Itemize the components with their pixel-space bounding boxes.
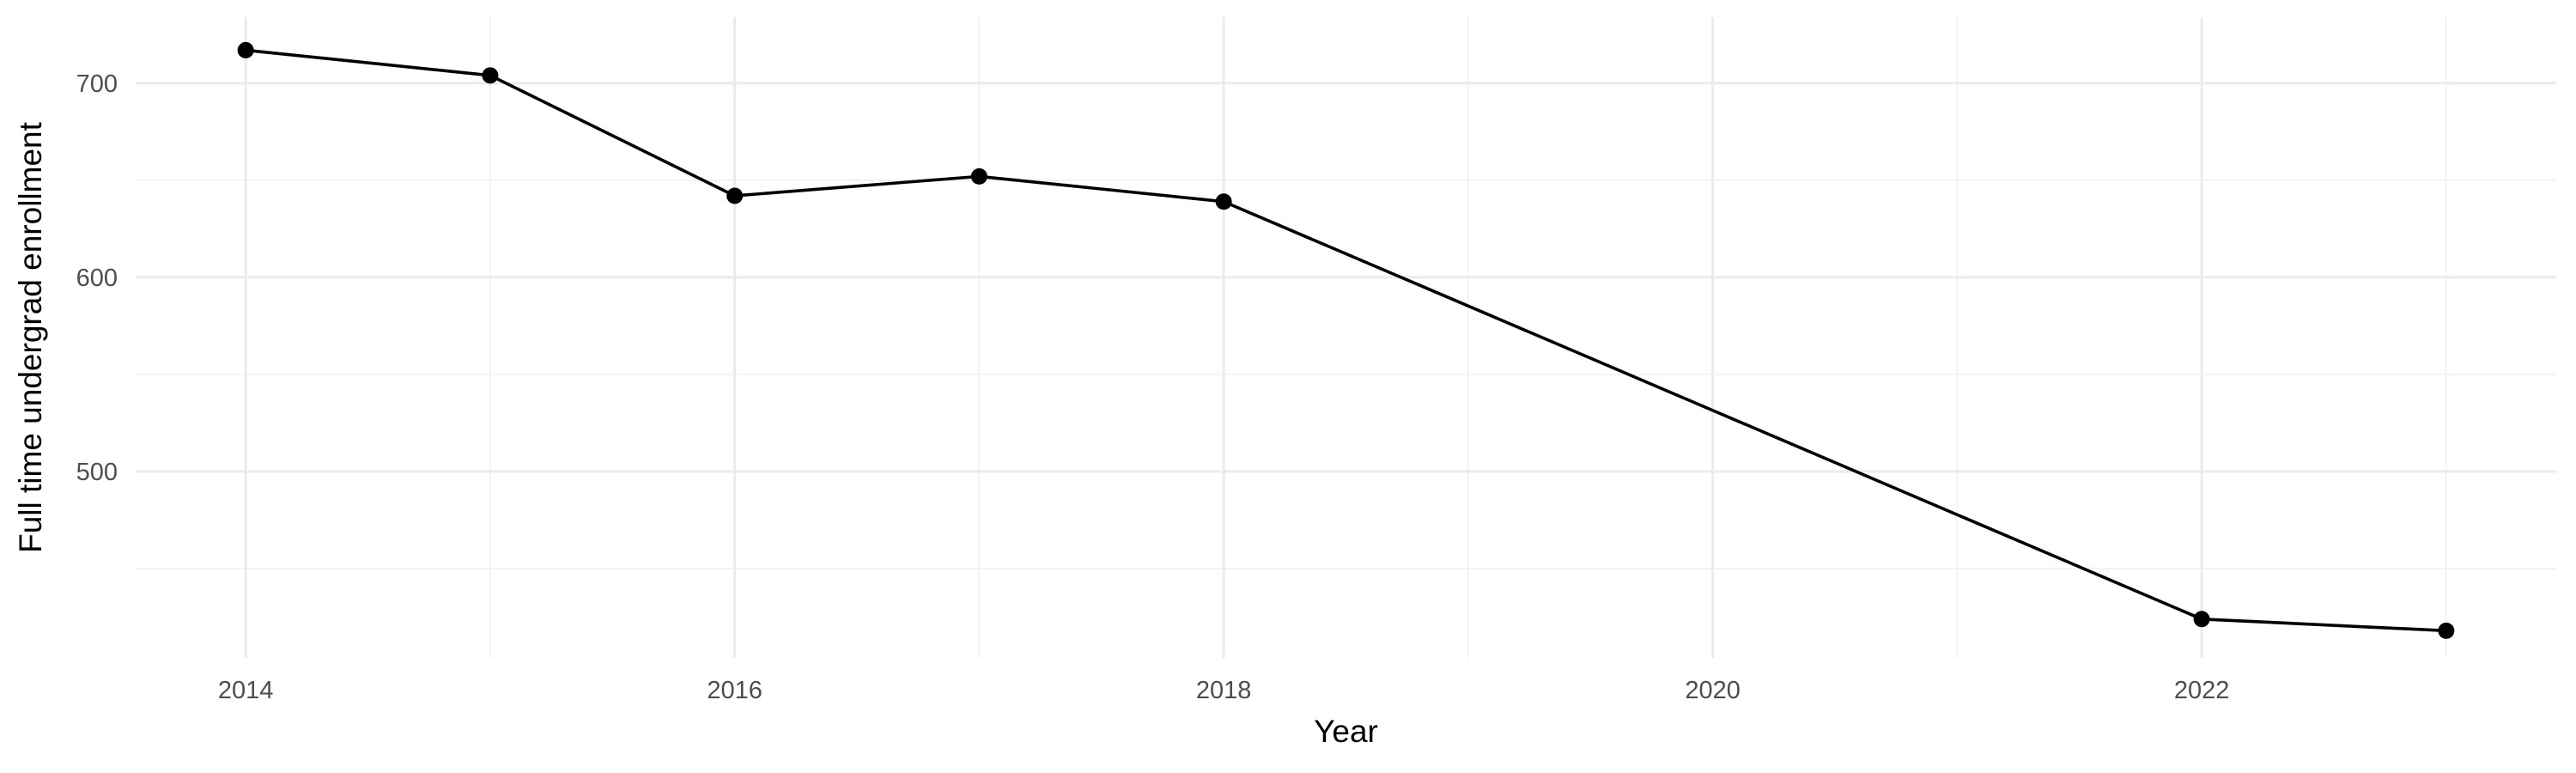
- data-point-2018: [1215, 193, 1232, 210]
- major-gridlines-layer: [136, 17, 2556, 658]
- y-axis-title: Full time undergrad enrollment: [13, 121, 48, 553]
- data-point-2014: [237, 41, 254, 58]
- x-tick-label: 2014: [218, 677, 274, 704]
- data-point-2015: [482, 67, 499, 84]
- data-point-2016: [726, 187, 744, 204]
- data-point-2017: [970, 167, 987, 185]
- tick-labels-layer: 2014 2016 2018 2020 2022 500 600 700: [76, 70, 2230, 704]
- y-tick-label: 600: [76, 265, 118, 292]
- x-tick-label: 2022: [2174, 677, 2230, 704]
- y-tick-label: 700: [76, 70, 118, 98]
- x-tick-label: 2018: [1196, 677, 1252, 704]
- minor-gridlines-layer: [136, 17, 2556, 658]
- x-tick-label: 2020: [1685, 677, 1741, 704]
- data-point-2022: [2193, 611, 2210, 628]
- enrollment-line: [244, 48, 2448, 633]
- y-tick-label: 500: [76, 459, 118, 486]
- data-point-2023: [2438, 622, 2455, 639]
- x-axis-title: Year: [1314, 714, 1378, 749]
- data-series-layer: [237, 41, 2455, 639]
- x-tick-label: 2016: [707, 677, 762, 704]
